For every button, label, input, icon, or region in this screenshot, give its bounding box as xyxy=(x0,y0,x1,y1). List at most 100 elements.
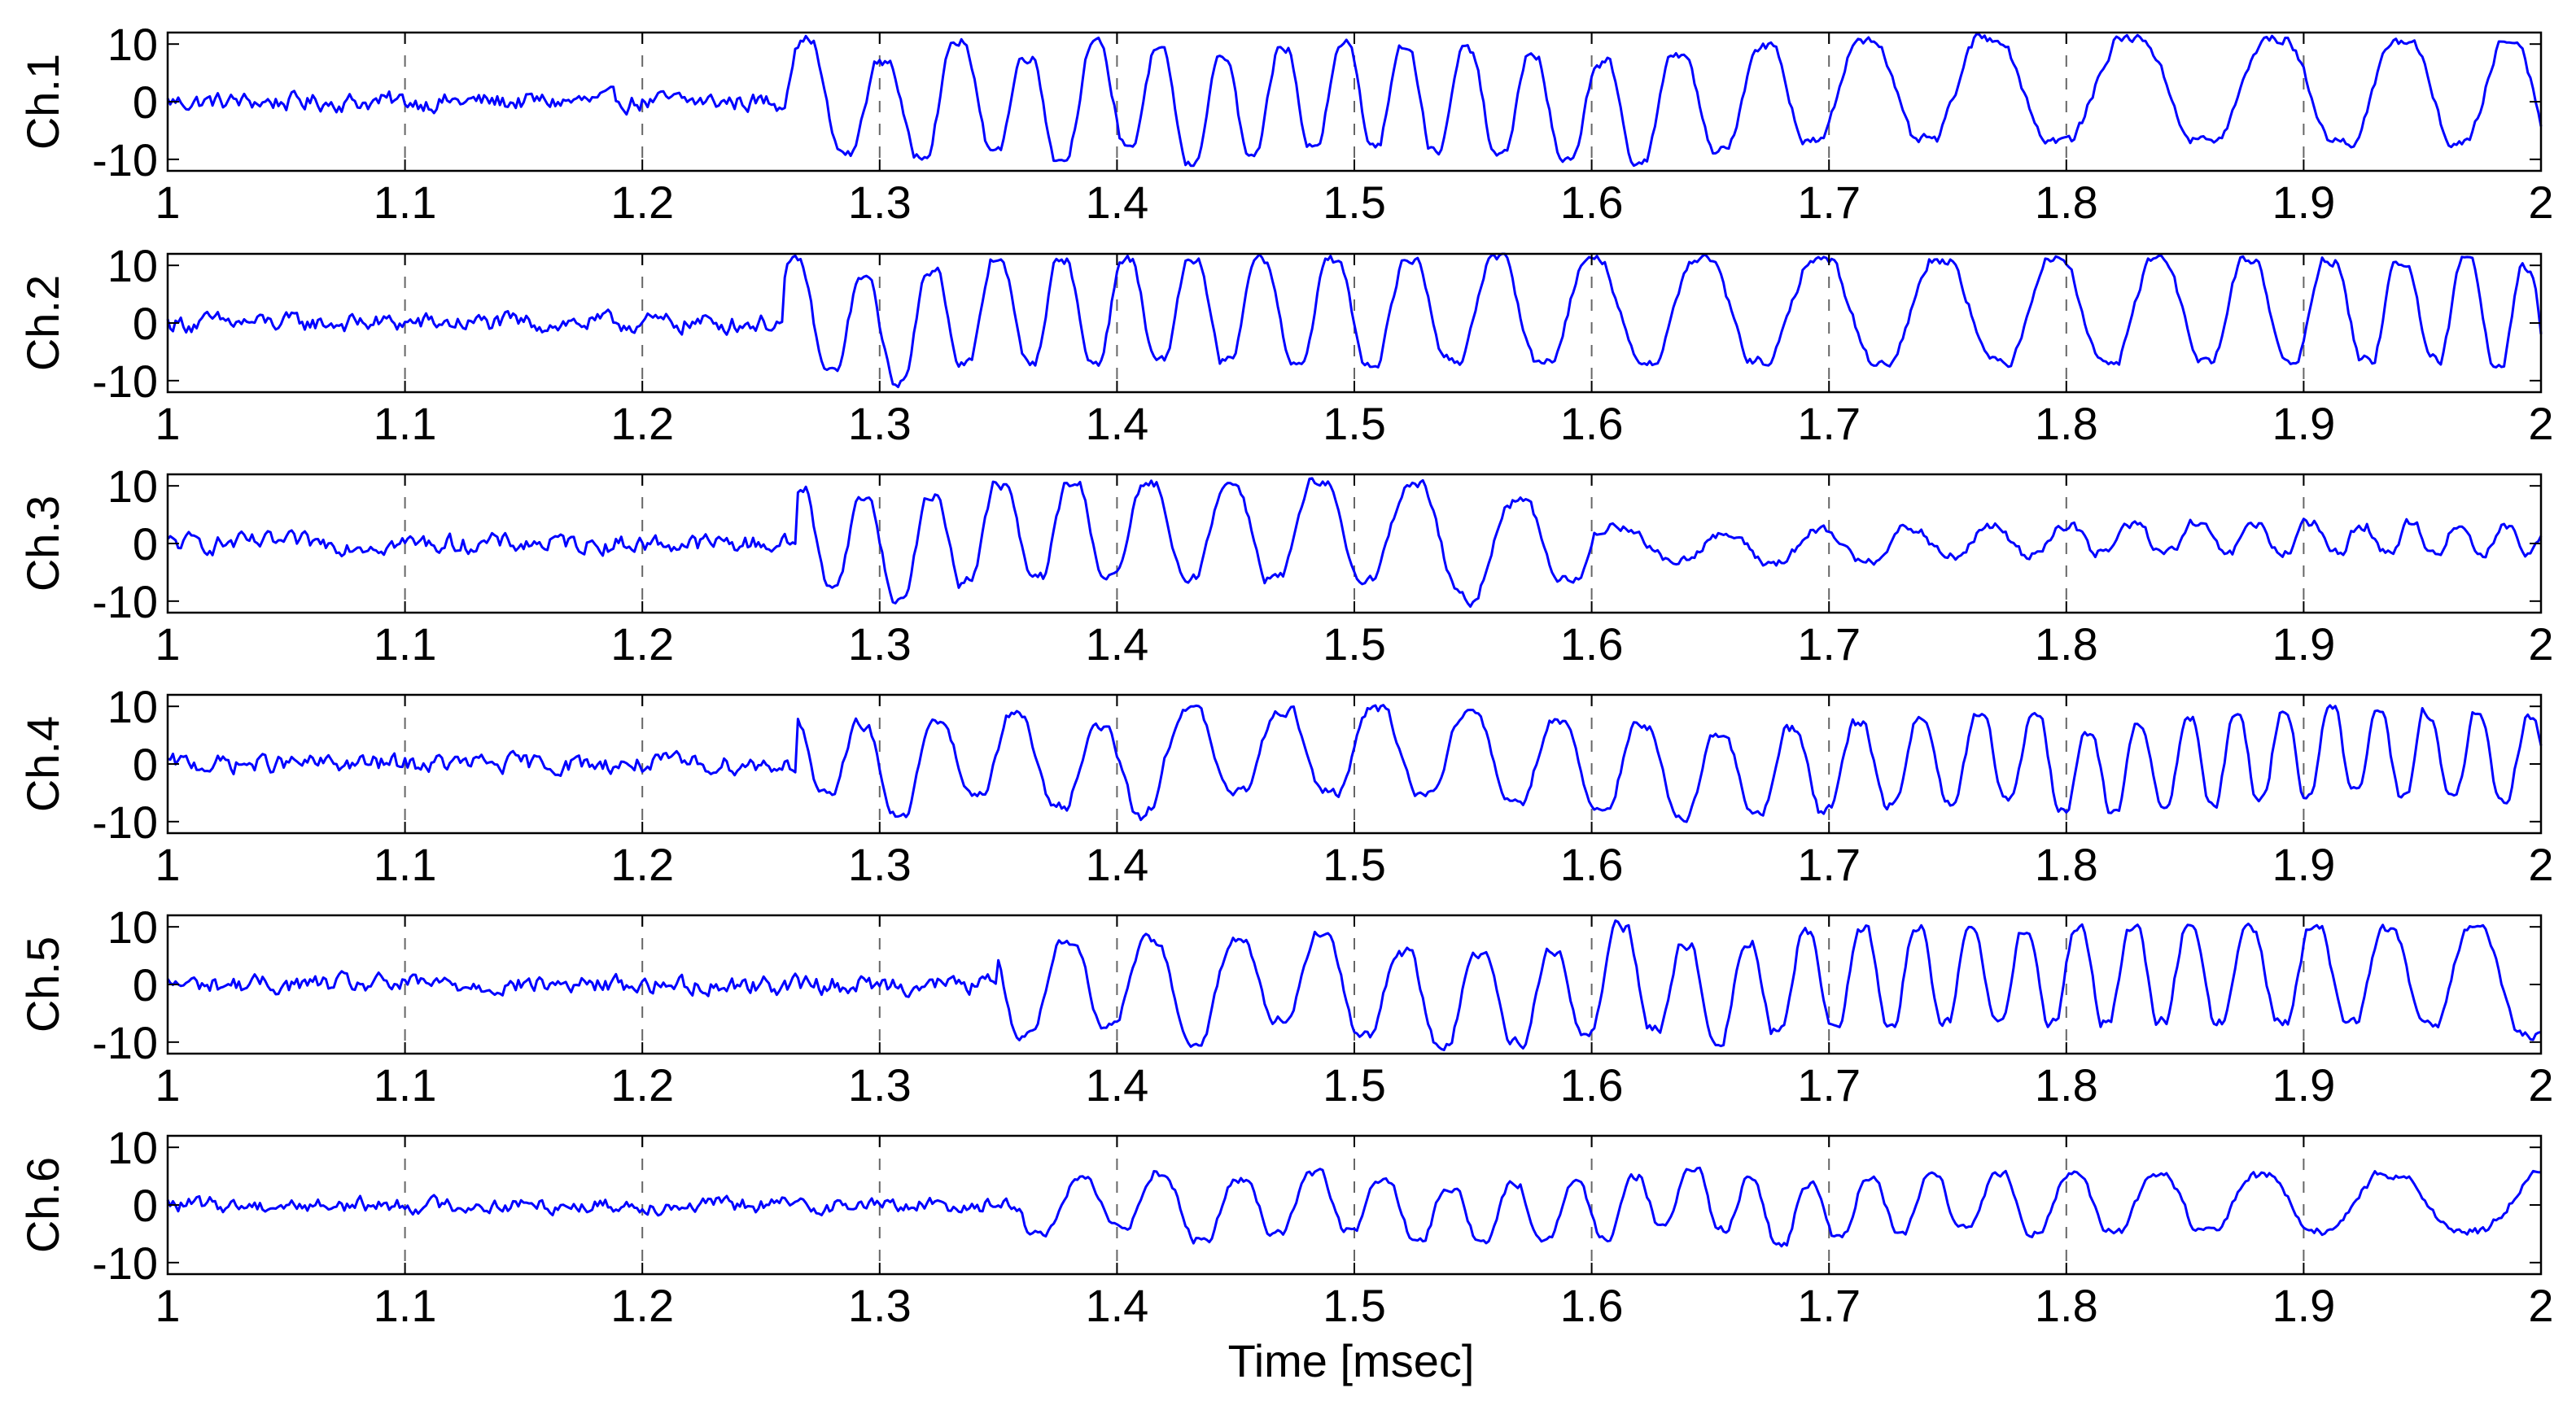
x-tick-label: 2 xyxy=(2528,398,2553,449)
x-tick-label: 1.8 xyxy=(2035,618,2098,670)
x-tick-label: 1.9 xyxy=(2272,177,2335,228)
x-tick-label: 1.2 xyxy=(610,177,674,228)
y-tick-label: 10 xyxy=(107,681,158,732)
x-tick-label: 1.4 xyxy=(1085,177,1148,228)
x-tick-label: 1.4 xyxy=(1085,618,1148,670)
x-tick-label: 1.1 xyxy=(374,618,437,670)
y-tick-label: -10 xyxy=(92,134,158,186)
x-tick-label: 1.3 xyxy=(848,177,912,228)
x-tick-label: 1 xyxy=(155,618,180,670)
channel-panel-2: 1 1.1 1.2 1.3 1.4 1.5 1.6 1.7 1.8 1.9 2 10 0 -10 Ch.2 xyxy=(17,240,2554,449)
y-tick-label: 0 xyxy=(133,959,158,1011)
x-tick-label: 1.7 xyxy=(1797,1059,1861,1111)
x-tick-label: 1.2 xyxy=(610,839,674,890)
x-tick-label: 1.8 xyxy=(2035,839,2098,890)
x-tick-label: 1.6 xyxy=(1560,1280,1624,1331)
x-tick-label: 1.8 xyxy=(2035,1059,2098,1111)
x-tick-label: 1.8 xyxy=(2035,177,2098,228)
x-tick-label: 1.5 xyxy=(1323,177,1386,228)
channel-label: Ch.6 xyxy=(17,1157,68,1253)
channel-label: Ch.3 xyxy=(17,495,68,592)
y-tick-label: -10 xyxy=(92,356,158,407)
x-tick-label: 1 xyxy=(155,839,180,890)
signal-trace xyxy=(166,919,2542,1051)
x-tick-label: 1.3 xyxy=(848,618,912,670)
x-tick-label: 1.6 xyxy=(1560,618,1624,670)
x-tick-label: 1.1 xyxy=(374,1280,437,1331)
x-axis-label: Time [msec] xyxy=(1228,1335,1475,1386)
x-tick-label: 1 xyxy=(155,1059,180,1111)
channel-label: Ch.1 xyxy=(17,54,68,150)
x-tick-label: 1.9 xyxy=(2272,1059,2335,1111)
x-tick-label: 2 xyxy=(2528,839,2553,890)
y-tick-label: 10 xyxy=(107,240,158,291)
x-tick-label: 2 xyxy=(2528,1280,2553,1331)
y-tick-label: 0 xyxy=(133,76,158,128)
x-tick-label: 1.2 xyxy=(610,1059,674,1111)
y-tick-label: 10 xyxy=(107,901,158,953)
x-tick-label: 1.7 xyxy=(1797,398,1861,449)
channel-panel-5: 1 1.1 1.2 1.3 1.4 1.5 1.6 1.7 1.8 1.9 2 10 0 -10 Ch.5 xyxy=(17,901,2554,1111)
y-tick-label: 10 xyxy=(107,19,158,70)
x-tick-label: 1.9 xyxy=(2272,618,2335,670)
x-tick-label: 1.6 xyxy=(1560,398,1624,449)
x-tick-label: 1.7 xyxy=(1797,839,1861,890)
x-tick-label: 1.6 xyxy=(1560,1059,1624,1111)
x-tick-label: 1.9 xyxy=(2272,398,2335,449)
channel-panel-1: 1 1.1 1.2 1.3 1.4 1.5 1.6 1.7 1.8 1.9 2 10 0 -10 Ch.1 xyxy=(17,19,2554,228)
x-tick-label: 1.1 xyxy=(374,398,437,449)
x-tick-label: 1.5 xyxy=(1323,839,1386,890)
x-tick-label: 2 xyxy=(2528,177,2553,228)
signal-trace xyxy=(166,1166,2542,1248)
y-tick-label: -10 xyxy=(92,576,158,627)
signal-trace xyxy=(167,704,2543,823)
x-tick-label: 1.4 xyxy=(1085,1059,1148,1111)
x-tick-label: 1 xyxy=(155,1280,180,1331)
x-tick-label: 1.7 xyxy=(1797,177,1861,228)
x-tick-label: 2 xyxy=(2528,1059,2553,1111)
x-tick-label: 1.5 xyxy=(1323,1280,1386,1331)
channel-label: Ch.5 xyxy=(17,936,68,1032)
x-tick-label: 1.7 xyxy=(1797,618,1861,670)
y-tick-label: 10 xyxy=(107,1122,158,1173)
x-tick-label: 1.4 xyxy=(1085,839,1148,890)
x-tick-label: 1.8 xyxy=(2035,398,2098,449)
y-tick-label: 0 xyxy=(133,1180,158,1231)
x-tick-label: 1.2 xyxy=(610,1280,674,1331)
channel-panel-6: 1 1.1 1.2 1.3 1.4 1.5 1.6 1.7 1.8 1.9 2 10 0 -10 Ch.6 xyxy=(17,1122,2554,1331)
x-tick-label: 1.2 xyxy=(610,398,674,449)
y-tick-label: 0 xyxy=(133,739,158,790)
x-tick-label: 1.3 xyxy=(848,839,912,890)
x-tick-label: 1.3 xyxy=(848,398,912,449)
y-tick-label: 0 xyxy=(133,298,158,349)
x-tick-label: 1.2 xyxy=(610,618,674,670)
x-tick-label: 1 xyxy=(155,398,180,449)
x-tick-label: 2 xyxy=(2528,618,2553,670)
signal-trace xyxy=(166,477,2543,608)
y-tick-label: -10 xyxy=(92,1238,158,1289)
channel-label: Ch.2 xyxy=(17,275,68,371)
y-tick-label: -10 xyxy=(92,797,158,848)
signal-trace xyxy=(166,33,2543,168)
x-tick-label: 1.6 xyxy=(1560,839,1624,890)
x-tick-label: 1 xyxy=(155,177,180,228)
x-tick-label: 1.7 xyxy=(1797,1280,1861,1331)
y-tick-label: -10 xyxy=(92,1017,158,1068)
x-tick-label: 1.5 xyxy=(1323,398,1386,449)
x-tick-label: 1.1 xyxy=(374,1059,437,1111)
x-tick-label: 1.4 xyxy=(1085,398,1148,449)
signal-trace xyxy=(166,252,2543,389)
x-tick-label: 1.1 xyxy=(374,839,437,890)
x-tick-label: 1.6 xyxy=(1560,177,1624,228)
x-tick-label: 1.4 xyxy=(1085,1280,1148,1331)
x-tick-label: 1.5 xyxy=(1323,618,1386,670)
y-tick-label: 0 xyxy=(133,518,158,570)
x-tick-label: 1.5 xyxy=(1323,1059,1386,1111)
channel-panel-4: 1 1.1 1.2 1.3 1.4 1.5 1.6 1.7 1.8 1.9 2 10 0 -10 Ch.4 xyxy=(17,681,2554,890)
x-tick-label: 1.1 xyxy=(374,177,437,228)
x-tick-label: 1.8 xyxy=(2035,1280,2098,1331)
x-tick-label: 1.3 xyxy=(848,1280,912,1331)
x-tick-label: 1.9 xyxy=(2272,1280,2335,1331)
channel-panels: 1 1.1 1.2 1.3 1.4 1.5 1.6 1.7 1.8 1.9 2100-10Ch.11… xyxy=(17,19,2554,1331)
